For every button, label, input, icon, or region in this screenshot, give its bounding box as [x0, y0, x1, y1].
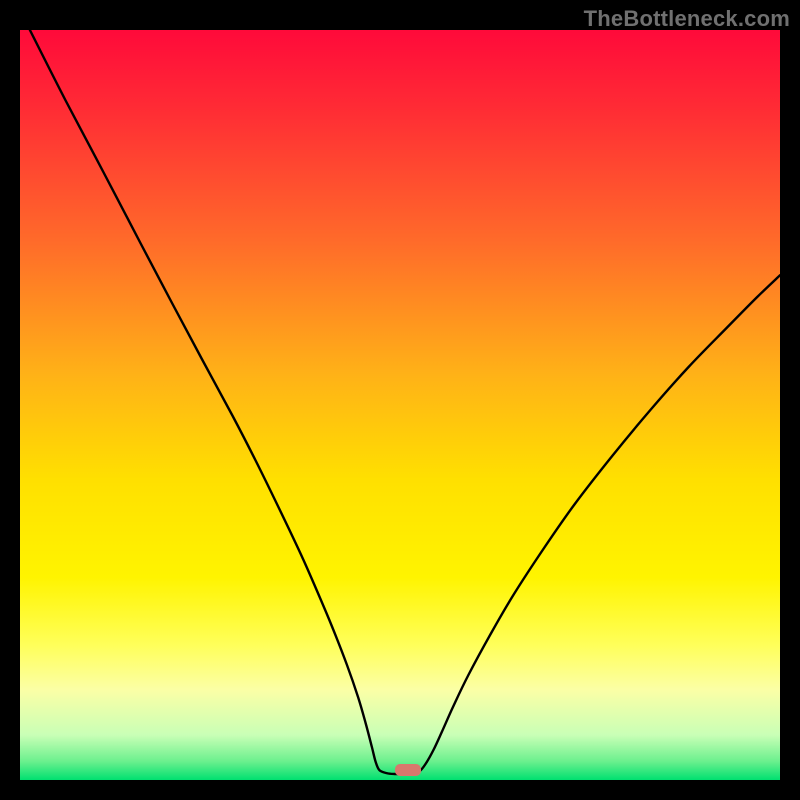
- bottleneck-curve: [20, 30, 780, 780]
- chart-stage: TheBottleneck.com: [0, 0, 800, 800]
- watermark-label: TheBottleneck.com: [584, 6, 790, 32]
- optimal-marker: [395, 764, 421, 776]
- plot-area: [20, 30, 780, 780]
